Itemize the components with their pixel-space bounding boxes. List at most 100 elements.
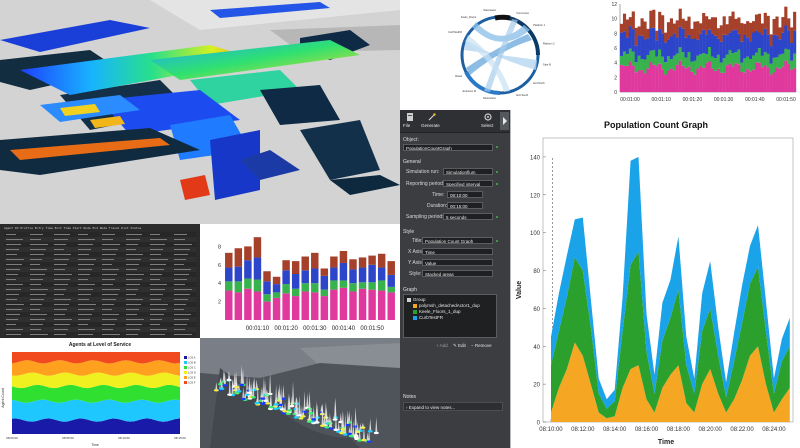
table-row[interactable]: [4, 252, 196, 257]
bar-segment: [658, 63, 662, 92]
table-cell: [54, 239, 68, 240]
table-row[interactable]: [4, 232, 196, 237]
bar-segment: [681, 52, 685, 66]
terrain-heat-spot: [254, 401, 260, 405]
table-row[interactable]: [4, 292, 196, 297]
bar-segment: [661, 33, 665, 57]
graph-series-item[interactable]: Keele_Floors_1_dup: [413, 309, 461, 314]
terrain-spike: [344, 413, 347, 434]
reporting-period-select[interactable]: Specified interval: [443, 180, 493, 187]
bar-segment: [339, 280, 348, 288]
bar-segment: [716, 68, 720, 92]
bar-segment: [743, 34, 747, 59]
table-row[interactable]: [4, 237, 196, 242]
table-row[interactable]: [4, 282, 196, 287]
table-row[interactable]: [4, 247, 196, 252]
table-row[interactable]: [4, 262, 196, 267]
table-row[interactable]: [4, 307, 196, 312]
x-tick-label: 00:01:30: [714, 97, 734, 103]
table-cell: [30, 329, 41, 330]
bar-segment: [253, 291, 262, 320]
table-row[interactable]: [4, 277, 196, 282]
terrain-spike: [324, 401, 327, 417]
collapse-arrow-icon[interactable]: [500, 112, 509, 130]
style-select[interactable]: Stacked areas: [422, 270, 493, 277]
bar-segment: [675, 37, 679, 54]
population-count-graph-panel[interactable]: Population Count Graph Value Time 0 20 40 6…: [510, 110, 800, 448]
table-row[interactable]: [4, 272, 196, 277]
table-row[interactable]: [4, 312, 196, 317]
y-axis-field[interactable]: Value: [422, 259, 493, 266]
time-field[interactable]: 08:10:00: [447, 191, 483, 198]
table-row[interactable]: [4, 257, 196, 262]
terrain-heat-spot: [260, 397, 266, 400]
gear-icon[interactable]: [484, 113, 492, 121]
terrain-heat-spot: [353, 425, 359, 428]
table-row[interactable]: [4, 242, 196, 247]
duration-field[interactable]: 00:15:00: [447, 202, 483, 209]
table-row[interactable]: [4, 267, 196, 272]
generate-icon[interactable]: [428, 113, 436, 121]
y-tick-label: 10: [611, 17, 617, 23]
table-cell: [30, 234, 43, 235]
graph-series-item[interactable]: polymsh_detachedActor1_dup: [413, 303, 480, 308]
bar-segment: [757, 62, 761, 92]
table-row[interactable]: [4, 287, 196, 292]
table-cell: [30, 254, 44, 255]
notes-expander[interactable]: › Expand to view notes...: [403, 402, 503, 411]
bar-segment: [713, 58, 717, 71]
graph-series-item[interactable]: CurbTestFR: [413, 315, 443, 320]
bar-segment: [690, 71, 694, 92]
terrain-spike: [280, 385, 283, 404]
table-cell: [174, 324, 187, 325]
edit-button[interactable]: ✎ Edit: [453, 343, 466, 348]
los-xlabel: Time: [91, 443, 99, 447]
title-field[interactable]: Population Count Graph: [422, 237, 493, 244]
bar-segment: [710, 56, 715, 69]
table-row[interactable]: [4, 327, 196, 332]
3d-building-view[interactable]: [0, 0, 400, 224]
terrain-heat-spot: [333, 428, 339, 431]
remove-button[interactable]: − Remove: [471, 343, 492, 348]
file-icon[interactable]: [406, 113, 414, 121]
x-axis-field[interactable]: Time: [422, 248, 493, 255]
top-stacked-bar-chart-panel[interactable]: 0 2 4 6 8 10 12 00:01:00 00:01:10 00:01:20 00:01:3…: [600, 0, 800, 110]
terrain-spike: [256, 398, 259, 403]
table-row[interactable]: [4, 322, 196, 327]
agent-data-table[interactable]: Agent ID Profile Entry Time Exit Time St…: [0, 224, 200, 338]
sampling-period-select[interactable]: 5 seconds: [443, 213, 493, 220]
file-menu[interactable]: File: [403, 123, 411, 128]
mid-stacked-bar-chart-panel[interactable]: 2 4 6 8 00:01:10 00:01:20 00:01:30 00:01:40 00:0…: [200, 224, 400, 338]
table-row[interactable]: [4, 297, 196, 302]
bar-segment: [244, 278, 252, 289]
object-field[interactable]: PopulationCountGraph: [403, 144, 493, 151]
terrain-heat-spot: [280, 412, 286, 415]
graph-group-item[interactable]: Group: [407, 297, 426, 302]
generate-button[interactable]: Generate: [421, 123, 440, 128]
bar-segment: [752, 21, 756, 33]
select-button[interactable]: Select: [481, 123, 494, 128]
bar-segment: [377, 253, 386, 268]
table-cell: [54, 314, 65, 315]
table-row[interactable]: [4, 302, 196, 307]
level-of-service-chart-panel[interactable]: Agents at Level of Service Agent Count T…: [0, 338, 200, 448]
chord-diagram-panel[interactable]: CurbTestFR Keele_Floors StaircaseA Concours…: [400, 0, 600, 110]
graph-tree[interactable]: Group polymsh_detachedActor1_dup Keele_Flo…: [403, 294, 497, 338]
terrain-heat-spot: [268, 406, 274, 409]
table-row[interactable]: [4, 317, 196, 322]
table-row[interactable]: [4, 332, 196, 337]
x-tick-label: 00:01:50: [776, 97, 796, 103]
terrain-spike: [284, 402, 287, 411]
table-cell: [126, 234, 142, 235]
bar-segment: [661, 56, 665, 70]
bar-segment: [634, 72, 638, 92]
bar-segment: [622, 13, 627, 32]
add-button[interactable]: + Add: [436, 343, 448, 348]
bar-segment: [749, 58, 753, 72]
bar-segment: [778, 27, 782, 40]
table-cell: [174, 279, 187, 280]
table-cell: [6, 289, 21, 290]
terrain-heat-map-view[interactable]: [200, 338, 400, 448]
table-cell: [150, 264, 166, 265]
simulation-run-field[interactable]: Simulationflum: [443, 168, 493, 175]
